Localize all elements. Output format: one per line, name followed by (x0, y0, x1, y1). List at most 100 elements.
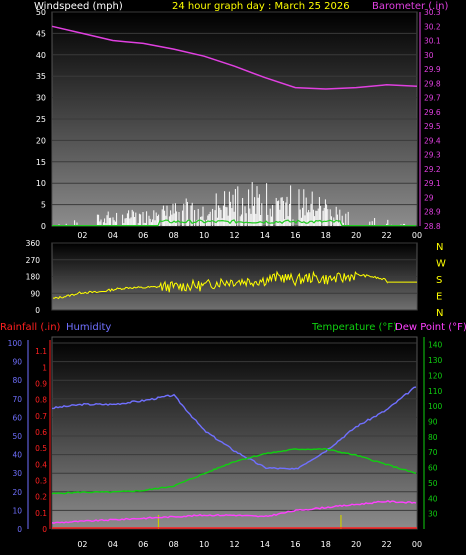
humidity-line (52, 386, 417, 470)
baro-y-tick: 28.8 (424, 222, 441, 231)
temperature-line (51, 447, 417, 495)
temperature-y-tick: 100 (428, 402, 443, 411)
baro-y-tick: 29.7 (424, 94, 441, 103)
wind-y-tick: 0 (41, 222, 46, 231)
wind-y-tick: 50 (36, 8, 46, 17)
temperature-x-tick: 04 (108, 540, 118, 549)
temperature-x-tick: 10 (199, 540, 209, 549)
humidity-y-tick: 20 (12, 488, 22, 497)
temperature-y-tick: 80 (428, 433, 438, 442)
direction-panel (52, 242, 417, 311)
rainfall-y-tick: 0.2 (35, 493, 47, 502)
rainfall-y-tick: 0.6 (35, 428, 47, 437)
wind-y-tick: 35 (36, 72, 46, 81)
baro-y-tick: 30.3 (424, 8, 441, 17)
baro-y-tick: 29.2 (424, 165, 441, 174)
temperature-x-tick: 14 (260, 540, 270, 549)
axis-labels: 0510152025303540455028.828.92929.129.229… (8, 8, 446, 549)
rainfall-y-tick: 0.9 (35, 379, 47, 388)
direction-y-tick: 360 (26, 239, 41, 248)
temperature-x-tick: 08 (169, 540, 179, 549)
direction-y-tick: 180 (26, 273, 41, 282)
baro-y-tick: 30.2 (424, 22, 441, 31)
wind-y-tick: 30 (36, 94, 46, 103)
wind-x-tick: 12 (229, 231, 239, 240)
barometer-axis-title: Barometer (.in) (372, 1, 448, 12)
wind-direction-line (52, 270, 417, 300)
wind-y-tick: 45 (36, 29, 46, 38)
rainfall-y-tick: 0.5 (35, 444, 47, 453)
temperature-y-tick: 90 (428, 417, 438, 426)
wind-x-tick: 20 (351, 231, 361, 240)
temperature-y-tick: 60 (428, 464, 438, 473)
rainfall-y-tick: 0.7 (35, 412, 47, 421)
humidity-y-tick: 30 (12, 469, 22, 478)
humidity-y-tick: 0 (17, 525, 22, 534)
temperature-y-tick: 110 (428, 387, 443, 396)
humidity-y-tick: 70 (12, 395, 22, 404)
wind-x-tick: 22 (381, 231, 391, 240)
baro-y-tick: 29 (424, 193, 434, 202)
rainfall-y-tick: 0.4 (35, 460, 47, 469)
temperature-y-tick: 140 (428, 341, 443, 350)
temperature-y-tick: 40 (428, 494, 438, 503)
wind-y-tick: 15 (36, 158, 46, 167)
windspeed-axis-title: Windspeed (mph) (34, 1, 123, 12)
temperature-y-tick: 70 (428, 448, 438, 457)
baro-y-tick: 29.5 (424, 122, 441, 131)
baro-y-tick: 29.3 (424, 151, 441, 160)
wind-y-tick: 10 (36, 179, 46, 188)
chart-title: 24 hour graph day : March 25 2026 (172, 1, 350, 12)
compass-label: N (436, 308, 443, 319)
temperature-x-tick: 22 (381, 540, 391, 549)
humidity-axis-title: Humidity (66, 322, 111, 333)
rainfall-y-tick: 1 (42, 363, 47, 372)
rainfall-y-tick: 0.8 (35, 396, 47, 405)
wind-x-tick: 02 (77, 231, 87, 240)
rainfall-y-tick: 0.3 (35, 476, 47, 485)
wind-x-tick: 00 (412, 231, 422, 240)
wind-x-tick: 18 (321, 231, 331, 240)
humidity-y-tick: 60 (12, 413, 22, 422)
temperature-x-tick: 02 (77, 540, 87, 549)
dewpoint-axis-title: Dew Point (°F) (395, 322, 466, 333)
wind-x-tick: 06 (138, 231, 148, 240)
humidity-y-tick: 90 (12, 358, 22, 367)
temperature-x-tick: 20 (351, 540, 361, 549)
wind-y-tick: 25 (36, 115, 46, 124)
temperature-x-tick: 00 (412, 540, 422, 549)
humidity-y-tick: 50 (12, 432, 22, 441)
baro-y-tick: 30 (424, 51, 434, 60)
temperature-panel (51, 342, 417, 530)
baro-y-tick: 29.6 (424, 108, 441, 117)
compass-label: E (436, 292, 442, 303)
temperature-y-tick: 130 (428, 356, 443, 365)
wind-y-tick: 20 (36, 136, 46, 145)
humidity-y-tick: 40 (12, 451, 22, 460)
baro-y-tick: 30.1 (424, 37, 441, 46)
temperature-axis-title: Temperature (°F) (311, 322, 397, 333)
wind-y-tick: 40 (36, 51, 46, 60)
temperature-y-tick: 30 (428, 510, 438, 519)
wind-x-tick: 10 (199, 231, 209, 240)
temperature-y-tick: 120 (428, 371, 443, 380)
baro-y-tick: 29.4 (424, 136, 441, 145)
baro-y-tick: 29.8 (424, 79, 441, 88)
temperature-x-tick: 12 (229, 540, 239, 549)
temperature-y-tick: 50 (428, 479, 438, 488)
temperature-x-tick: 16 (290, 540, 300, 549)
temperature-x-tick: 18 (321, 540, 331, 549)
rainfall-y-tick: 0 (42, 525, 47, 534)
compass-label: S (436, 275, 442, 286)
humidity-y-tick: 100 (8, 339, 23, 348)
rainfall-y-tick: 1.1 (35, 347, 47, 356)
wind-panel (51, 11, 418, 227)
direction-y-tick: 90 (30, 289, 40, 298)
compass-label: N (436, 242, 443, 253)
wind-y-tick: 5 (41, 201, 46, 210)
baro-y-tick: 29.9 (424, 65, 441, 74)
rainfall-axis-title: Rainfall (.in) (0, 322, 61, 333)
rainfall-y-tick: 0.1 (35, 509, 47, 518)
